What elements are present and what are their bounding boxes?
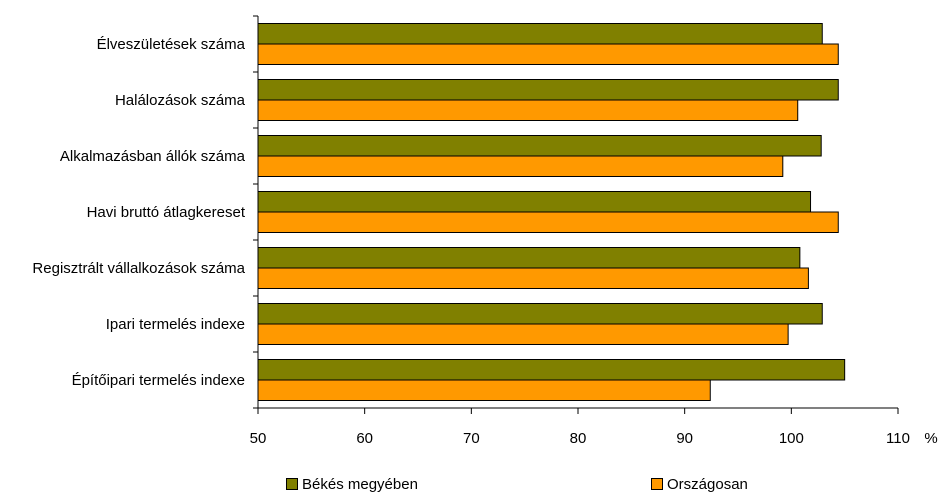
x-tick-label-3: 80 [570, 430, 587, 447]
category-label-5: Ipari termelés indexe [106, 316, 245, 333]
category-label-0: Élveszületések száma [97, 36, 246, 53]
bar-bekes-3 [257, 191, 812, 213]
bar-orszagosan-1 [257, 99, 799, 121]
bar-bekes-4 [257, 247, 801, 269]
bar-bekes-6 [257, 359, 846, 381]
legend-item-orszagosan: Országosan [651, 474, 748, 494]
bar-bekes-2 [257, 135, 822, 157]
legend-item-bekes: Békés megyében [286, 474, 418, 494]
category-label-1: Halálozások száma [115, 92, 246, 109]
category-labels: Élveszületések száma Halálozások száma Alk… [32, 36, 245, 389]
category-label-3: Havi bruttó átlagkereset [87, 204, 246, 221]
legend-label-orszagosan: Országosan [667, 475, 748, 493]
category-label-2: Alkalmazásban állók száma [60, 148, 246, 165]
x-tick-label-0: 50 [250, 430, 267, 447]
legend-swatch-orszagosan [651, 478, 663, 490]
bar-bekes-5 [257, 303, 823, 325]
bar-orszagosan-6 [257, 379, 711, 401]
category-label-6: Építőipari termelés indexe [72, 372, 245, 389]
x-tick-label-4: 90 [676, 430, 693, 447]
legend-label-bekes: Békés megyében [302, 475, 418, 493]
bar-orszagosan-0 [257, 43, 839, 65]
legend-swatch-bekes [286, 478, 298, 490]
bar-chart: Élveszületések száma Halálozások száma Alk… [32, 15, 938, 447]
bar-orszagosan-5 [257, 323, 789, 345]
x-tick-label-5: 100 [779, 430, 804, 447]
x-tick-label-1: 60 [356, 430, 373, 447]
x-tick-label-2: 70 [463, 430, 480, 447]
bar-orszagosan-4 [257, 267, 809, 289]
bar-orszagosan-3 [257, 211, 839, 233]
category-label-4: Regisztrált vállalkozások száma [32, 260, 245, 277]
bars-group [257, 23, 846, 401]
x-unit-label: % [924, 430, 937, 447]
bar-bekes-1 [257, 79, 839, 101]
x-ticks: 50 60 70 80 90 100 110 [250, 15, 910, 447]
bar-orszagosan-2 [257, 155, 784, 177]
x-tick-label-6: 110 [886, 430, 910, 447]
bar-bekes-0 [257, 23, 823, 45]
